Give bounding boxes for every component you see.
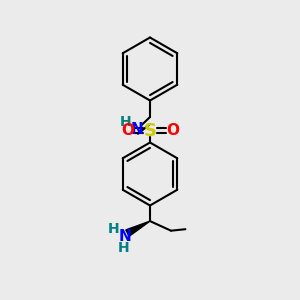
Polygon shape xyxy=(126,221,150,236)
Text: H: H xyxy=(118,241,130,254)
Text: O: O xyxy=(166,123,179,138)
Text: H: H xyxy=(108,222,120,236)
Text: O: O xyxy=(121,123,134,138)
Text: N: N xyxy=(118,229,131,244)
Text: H: H xyxy=(119,115,131,129)
Text: N: N xyxy=(131,122,144,137)
Text: S: S xyxy=(143,122,157,140)
